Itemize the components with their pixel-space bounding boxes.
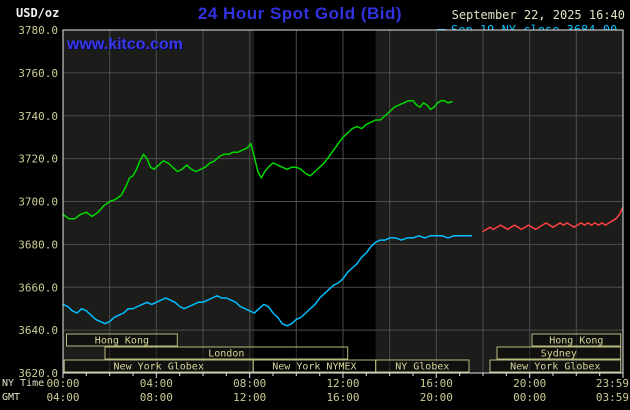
session-label: London bbox=[208, 349, 244, 360]
kitco-watermark-link[interactable]: www.kitco.com bbox=[67, 36, 183, 53]
session-label: Hong Kong bbox=[95, 336, 149, 347]
y-axis-unit-label: USD/oz bbox=[16, 6, 60, 20]
x-tick-label-ny: 04:00 bbox=[140, 377, 173, 390]
y-tick-label: 3720.0 bbox=[18, 153, 58, 166]
ny-time-axis-label: NY Time bbox=[2, 378, 45, 389]
session-box bbox=[66, 333, 178, 347]
y-tick-label: 3620.0 bbox=[18, 367, 58, 380]
session-box bbox=[496, 346, 622, 360]
series-line-sep22 bbox=[62, 99, 453, 220]
x-tick-label-ny: 08:00 bbox=[233, 377, 266, 390]
y-tick-label: 3760.0 bbox=[18, 67, 58, 80]
session-label: New York NYMEX bbox=[272, 362, 356, 373]
session-label: Hong Kong bbox=[549, 336, 603, 347]
session-label: NY Globex bbox=[395, 362, 449, 373]
session-label: New York Globex bbox=[510, 362, 600, 373]
x-tick-label-gmt: 16:00 bbox=[326, 391, 359, 404]
x-tick-label-gmt: 04:00 bbox=[46, 391, 79, 404]
x-tick-label-ny: 23:59 bbox=[596, 377, 629, 390]
x-tick-label-gmt: 00:00 bbox=[513, 391, 546, 404]
x-tick-label-ny: 20:00 bbox=[513, 377, 546, 390]
session-box bbox=[531, 333, 622, 347]
x-tick-label-gmt: 08:00 bbox=[140, 391, 173, 404]
x-tick-label-ny: 16:00 bbox=[420, 377, 453, 390]
x-tick-label-ny: 00:00 bbox=[46, 377, 79, 390]
x-tick-label-gmt: 03:59 bbox=[596, 391, 629, 404]
x-tick-label-gmt: 20:00 bbox=[420, 391, 453, 404]
session-label: Sydney bbox=[541, 349, 577, 360]
chart-datetime: September 22, 2025 16:40 bbox=[451, 8, 625, 22]
y-tick-label: 3680.0 bbox=[18, 238, 58, 251]
page-title: 24 Hour Spot Gold (Bid) bbox=[197, 4, 403, 23]
y-tick-label: 3740.0 bbox=[18, 110, 58, 123]
session-box bbox=[489, 359, 622, 373]
y-tick-label: 3640.0 bbox=[18, 324, 58, 337]
y-tick-label: 3660.0 bbox=[18, 281, 58, 294]
series-line-sep19 bbox=[62, 235, 473, 327]
x-tick-label-ny: 12:00 bbox=[326, 377, 359, 390]
y-tick-label: 3780.0 bbox=[18, 24, 58, 37]
gmt-axis-label: GMT bbox=[2, 392, 21, 403]
session-box bbox=[375, 359, 470, 373]
series-line-sep21 bbox=[482, 207, 624, 233]
y-tick-label: 3700.0 bbox=[18, 196, 58, 209]
x-tick-label-gmt: 12:00 bbox=[233, 391, 266, 404]
session-label: New York Globex bbox=[114, 362, 204, 373]
session-box bbox=[104, 346, 349, 360]
